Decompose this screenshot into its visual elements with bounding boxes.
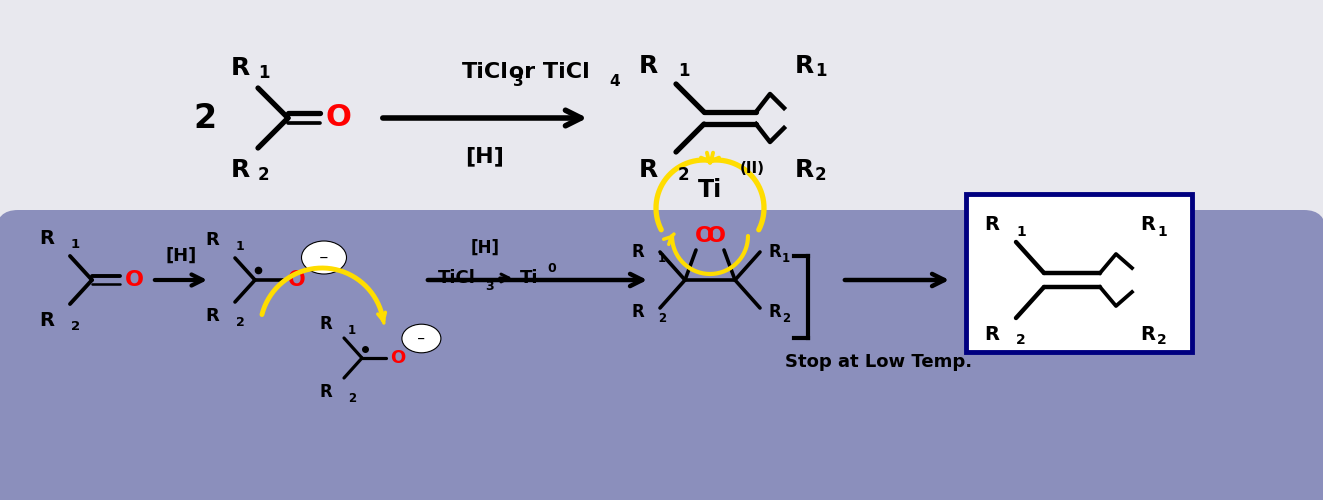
Text: R: R (205, 307, 220, 325)
Text: 2: 2 (193, 102, 217, 134)
FancyBboxPatch shape (0, 210, 1323, 500)
Text: R: R (38, 310, 54, 330)
Text: R: R (230, 158, 250, 182)
Text: 1: 1 (235, 240, 245, 253)
Text: 3: 3 (486, 280, 493, 293)
Text: R: R (984, 324, 999, 344)
Text: 1: 1 (815, 62, 827, 80)
Text: R: R (639, 54, 658, 78)
Text: R: R (795, 158, 814, 182)
Text: 2: 2 (658, 312, 665, 325)
Text: 2: 2 (258, 166, 270, 184)
Text: (II): (II) (740, 161, 765, 176)
Text: 1: 1 (1016, 225, 1025, 239)
Text: 0: 0 (546, 262, 556, 274)
Text: [H]: [H] (471, 239, 500, 257)
Text: R: R (319, 315, 332, 333)
Text: 1: 1 (677, 62, 689, 80)
Text: 2: 2 (1016, 333, 1025, 347)
Text: 1: 1 (782, 252, 790, 265)
Text: R: R (767, 303, 781, 321)
Text: R: R (38, 228, 54, 248)
Text: TiCl: TiCl (438, 269, 476, 287)
Text: Ti: Ti (520, 269, 538, 287)
Text: R: R (767, 243, 781, 261)
Text: R: R (631, 303, 644, 321)
Text: 2: 2 (815, 166, 827, 184)
Text: R: R (984, 216, 999, 234)
Text: O: O (288, 270, 306, 290)
Text: O: O (706, 226, 725, 246)
Text: R: R (631, 243, 644, 261)
Text: Stop at Low Temp.: Stop at Low Temp. (785, 353, 972, 371)
Text: 2: 2 (348, 392, 356, 405)
Text: 2: 2 (677, 166, 689, 184)
Text: O: O (124, 270, 143, 290)
Text: 2: 2 (782, 312, 790, 325)
Text: 4: 4 (610, 74, 620, 90)
Text: −: − (417, 334, 426, 344)
Text: O: O (325, 104, 351, 132)
Text: [H]: [H] (466, 146, 504, 166)
Text: 3: 3 (513, 74, 524, 90)
Text: R: R (795, 54, 814, 78)
Text: R: R (1140, 324, 1155, 344)
Text: R: R (319, 383, 332, 401)
Text: R: R (205, 231, 220, 249)
Text: 2: 2 (71, 320, 81, 333)
Ellipse shape (402, 324, 441, 353)
Text: R: R (230, 56, 250, 80)
Text: 2: 2 (235, 316, 245, 329)
Text: 1: 1 (71, 238, 81, 251)
Text: or TiCl: or TiCl (500, 62, 589, 82)
Text: R: R (639, 158, 658, 182)
Text: 2: 2 (1158, 333, 1167, 347)
Text: [H]: [H] (165, 247, 197, 265)
Text: 1: 1 (658, 252, 665, 265)
Text: −: − (319, 252, 329, 262)
Text: Ti: Ti (697, 178, 722, 202)
Text: 1: 1 (258, 64, 270, 82)
Text: TiCl: TiCl (462, 62, 508, 82)
Text: O: O (390, 349, 406, 367)
Text: O: O (695, 226, 713, 246)
Text: R: R (1140, 216, 1155, 234)
Text: 1: 1 (348, 324, 356, 337)
FancyBboxPatch shape (966, 194, 1192, 352)
Ellipse shape (302, 241, 347, 274)
Text: 1: 1 (1158, 225, 1167, 239)
